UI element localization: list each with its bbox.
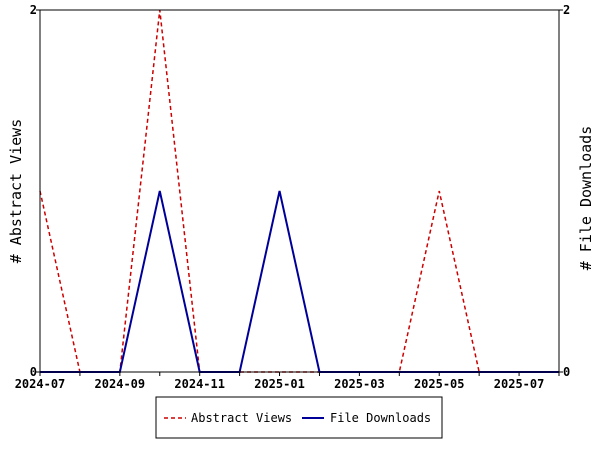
- x-tick-label: 2025-01: [254, 377, 305, 391]
- legend-label-abstract-views: Abstract Views: [191, 411, 292, 425]
- right-axis-title: # File Downloads: [577, 126, 595, 271]
- legend: Abstract Views File Downloads: [155, 396, 443, 439]
- x-tick-label: 2025-03: [334, 377, 385, 391]
- legend-label-file-downloads: File Downloads: [330, 411, 431, 425]
- x-tick-label: 2025-07: [494, 377, 545, 391]
- right-y-tick-label: 0: [563, 365, 570, 379]
- legend-box: [155, 396, 443, 439]
- left-y-tick-label: 0: [30, 365, 37, 379]
- plot-frame: [39, 9, 560, 373]
- left-y-axis: 02: [30, 3, 40, 379]
- x-tick-label: 2025-05: [414, 377, 465, 391]
- left-axis-title: # Abstract Views: [7, 119, 25, 264]
- left-y-tick-label: 2: [30, 3, 37, 17]
- right-y-tick-label: 2: [563, 3, 570, 17]
- x-tick-label: 2024-11: [174, 377, 225, 391]
- x-axis: 2024-07 2024-09 2024-11 2025-01 2025-03 2025-…: [15, 372, 560, 391]
- right-y-axis: 02: [559, 3, 570, 379]
- series-line-abstract-views: [39, 9, 559, 373]
- x-tick-label: 2024-07: [15, 377, 66, 391]
- x-tick-label: 2024-09: [95, 377, 146, 391]
- series-line-file-downloads: [40, 190, 559, 373]
- series-layer: [39, 9, 559, 373]
